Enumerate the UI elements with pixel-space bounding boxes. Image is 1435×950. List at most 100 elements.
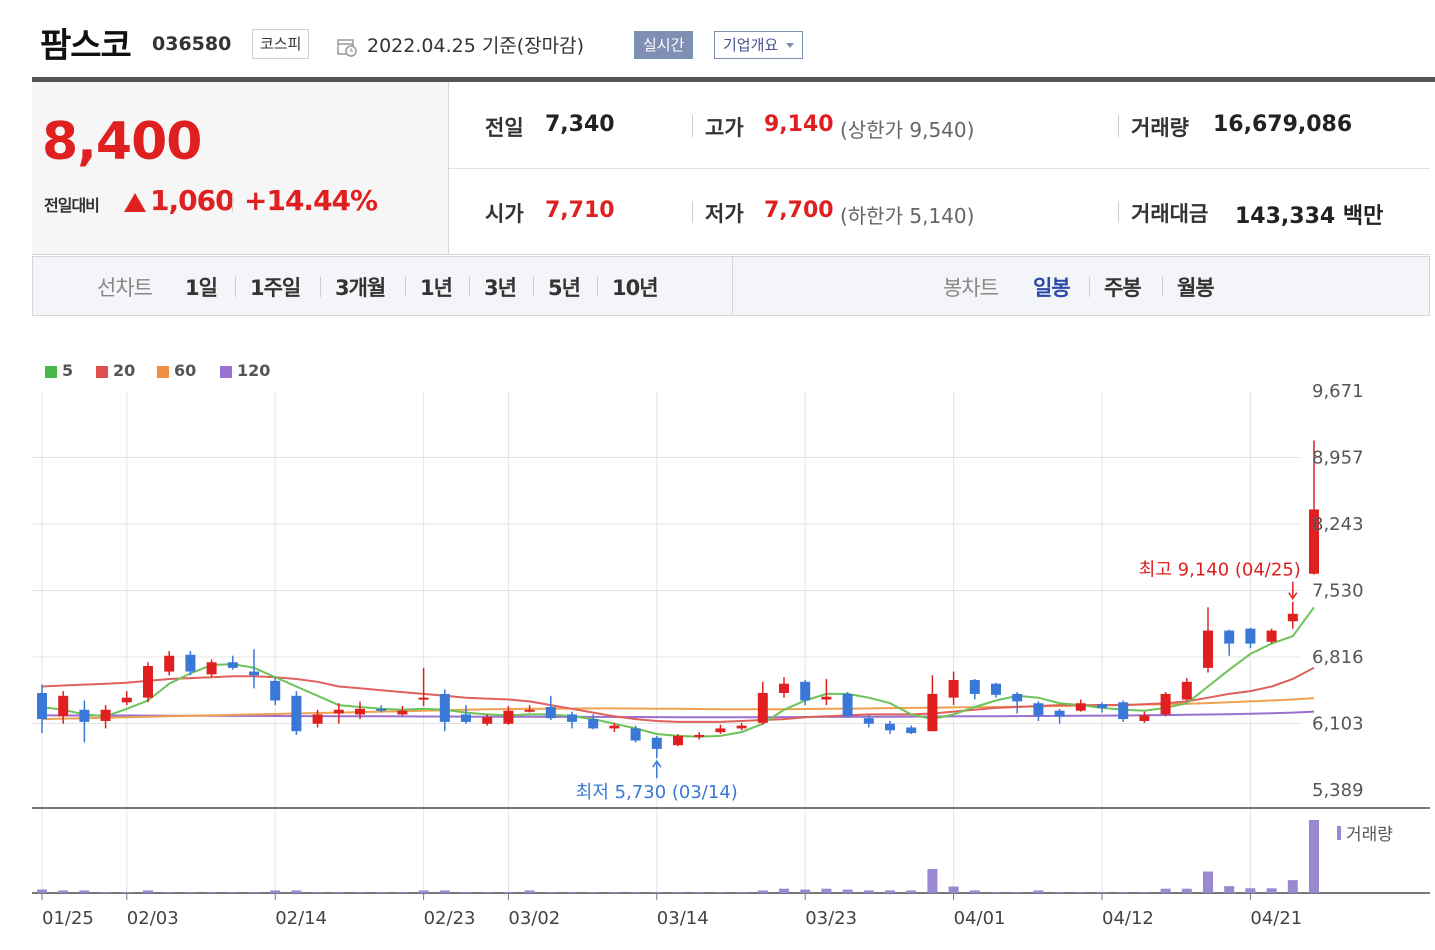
volume-bar [291, 890, 302, 893]
candle-body [355, 708, 365, 715]
amount-value: 143,334 백만 [1235, 204, 1384, 229]
candle-body [439, 693, 450, 722]
ma-line-ma120 [42, 710, 1315, 719]
volume-value: 16,679,086 [1213, 112, 1353, 137]
weekly-candle-tab[interactable]: 주봉 [1104, 276, 1142, 300]
candle-body [333, 709, 344, 714]
x-tick-label: 01/25 [42, 908, 94, 929]
change-value: 1,060 [150, 184, 235, 217]
period-10-years[interactable]: 10년 [612, 276, 659, 300]
divider [1118, 201, 1119, 223]
x-tick-label: 04/01 [954, 908, 1006, 929]
candle-body [842, 693, 853, 717]
candle-body [37, 692, 47, 720]
high-arrow-head [1288, 592, 1298, 601]
candle-body [418, 697, 429, 700]
legend-ma60: 60 [174, 361, 197, 380]
y-tick-label: 6,816 [1312, 647, 1364, 668]
volume-bar [418, 890, 429, 893]
volume-bar [1160, 888, 1171, 893]
candle-body [863, 718, 874, 724]
low-value: 7,700 [764, 198, 834, 223]
volume-bar [333, 892, 344, 893]
candle-body [1097, 704, 1107, 708]
y-tick-label: 9,671 [1312, 381, 1364, 402]
candle-body [249, 671, 259, 676]
candle-chart-label: 봉차트 [943, 276, 999, 300]
divider [1162, 277, 1163, 297]
lower-limit: (하한가 5,140) [840, 204, 975, 228]
candle-body [121, 697, 132, 703]
legend-ma5: 5 [62, 361, 74, 380]
divider [232, 192, 233, 212]
period-5-years[interactable]: 5년 [548, 276, 581, 300]
volume-bar [757, 890, 768, 893]
period-3-months[interactable]: 3개월 [335, 276, 386, 300]
volume-bar [715, 892, 726, 893]
candle-body [58, 695, 69, 717]
volume-bar [482, 892, 493, 893]
candle-body [185, 654, 196, 672]
period-1-week[interactable]: 1주일 [250, 276, 301, 300]
candle-body [1224, 630, 1235, 644]
up-triangle-icon [124, 193, 146, 212]
volume-bar [439, 890, 450, 893]
realtime-button[interactable]: 실시간 [634, 31, 694, 59]
volume-bar [1012, 892, 1023, 893]
x-tick-label: 02/14 [275, 908, 327, 929]
volume-bar [927, 868, 938, 893]
volume-bar [651, 892, 662, 893]
monthly-candle-tab[interactable]: 월봉 [1177, 276, 1215, 300]
volume-bar [1224, 886, 1235, 893]
candle-body [545, 706, 556, 719]
volume-bar [609, 892, 620, 893]
volume-bar [58, 890, 69, 893]
candle-body [1033, 703, 1044, 716]
candle-body [376, 708, 387, 711]
divider [1089, 277, 1090, 297]
divider [692, 115, 693, 137]
x-tick-label: 02/23 [424, 908, 476, 929]
daily-candle-tab[interactable]: 일봉 [1033, 276, 1071, 300]
current-price: 8,400 [42, 112, 202, 172]
company-overview-dropdown[interactable]: 기업개요 [714, 31, 803, 59]
change-rate: +14.44% [244, 184, 378, 217]
low-label: 저가 [705, 202, 744, 226]
volume-bar [800, 889, 811, 893]
candle-body [1160, 693, 1171, 715]
y-tick-label: 5,389 [1312, 780, 1364, 801]
divider [449, 168, 1430, 169]
divider [235, 277, 236, 297]
candle-body [609, 725, 620, 729]
y-tick-label: 6,103 [1312, 713, 1364, 734]
open-label: 시가 [485, 202, 524, 226]
volume-bar [1309, 820, 1319, 893]
candle-body [1012, 693, 1023, 702]
volume-bar [524, 890, 535, 893]
low-arrow-head [652, 759, 662, 768]
legend-ma20: 20 [113, 361, 136, 380]
candle-body [79, 709, 90, 722]
candle-body [206, 662, 217, 675]
amount-label: 거래대금 [1131, 202, 1209, 226]
period-3-years[interactable]: 3년 [484, 276, 517, 300]
volume-bar [545, 892, 556, 893]
x-tick-label: 04/12 [1102, 908, 1154, 929]
candle-body [673, 735, 683, 746]
company-overview-label: 기업개요 [723, 36, 779, 54]
volume-bar [1033, 890, 1044, 893]
period-1-year[interactable]: 1년 [420, 276, 453, 300]
low-annotation: 최저 5,730 (03/14) [576, 782, 738, 803]
candle-body [143, 665, 153, 698]
volume-bar [821, 888, 832, 893]
volume-bar [948, 886, 959, 893]
volume-bar [969, 890, 980, 893]
volume-bar [312, 892, 323, 893]
candle-body [524, 709, 535, 712]
legend-swatch-ma20 [96, 366, 108, 378]
candle-body [1266, 630, 1277, 642]
x-tick-label: 04/21 [1250, 908, 1302, 929]
candle-body [651, 737, 662, 749]
period-1-day[interactable]: 1일 [185, 276, 218, 300]
